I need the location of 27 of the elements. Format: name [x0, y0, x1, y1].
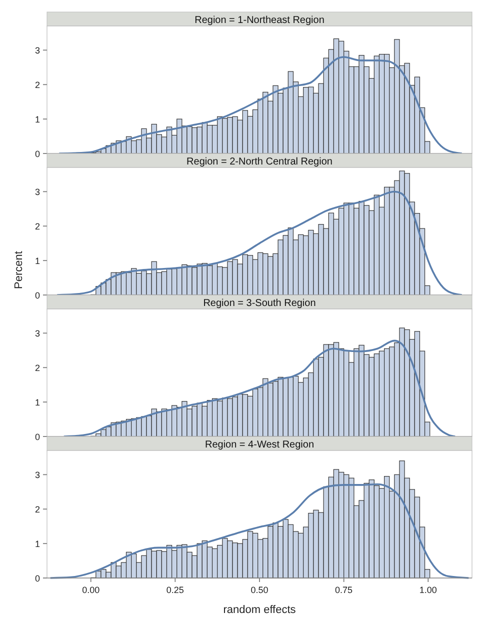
- chart-title: Region = 2-North Central Region: [186, 156, 332, 168]
- y-axis-title: Percent: [13, 251, 25, 289]
- chart-title: Region = 3-South Region: [203, 298, 316, 309]
- y-tick-label: 3: [34, 187, 40, 198]
- y-tick-label: 2: [34, 363, 40, 374]
- y-tick-label: 0: [34, 574, 40, 584]
- y-tick-label: 0: [34, 149, 40, 159]
- y-tick-label: 1: [34, 398, 40, 408]
- x-tick-label: 0.25: [166, 585, 184, 595]
- x-tick-label: 0.00: [82, 585, 100, 595]
- y-tick-label: 2: [34, 222, 40, 232]
- y-tick-label: 1: [34, 114, 40, 125]
- y-tick-label: 1: [34, 539, 40, 550]
- y-tick-label: 2: [34, 80, 40, 90]
- y-tick-label: 0: [34, 432, 40, 442]
- y-tick-label: 3: [34, 470, 40, 480]
- y-tick-label: 3: [34, 46, 40, 56]
- x-tick-label: 1.00: [419, 585, 437, 595]
- y-tick-label: 0: [34, 290, 40, 300]
- chart-title: Region = 1-Northeast Region: [194, 15, 324, 26]
- y-tick-label: 3: [34, 328, 40, 339]
- x-tick-label: 0.75: [335, 585, 353, 595]
- y-tick-label: 2: [34, 504, 40, 515]
- y-tick-label: 1: [34, 256, 40, 266]
- x-tick-label: 0.50: [250, 585, 268, 595]
- chart-title: Region = 4-West Region: [204, 440, 314, 450]
- x-axis-title: random effects: [223, 604, 296, 616]
